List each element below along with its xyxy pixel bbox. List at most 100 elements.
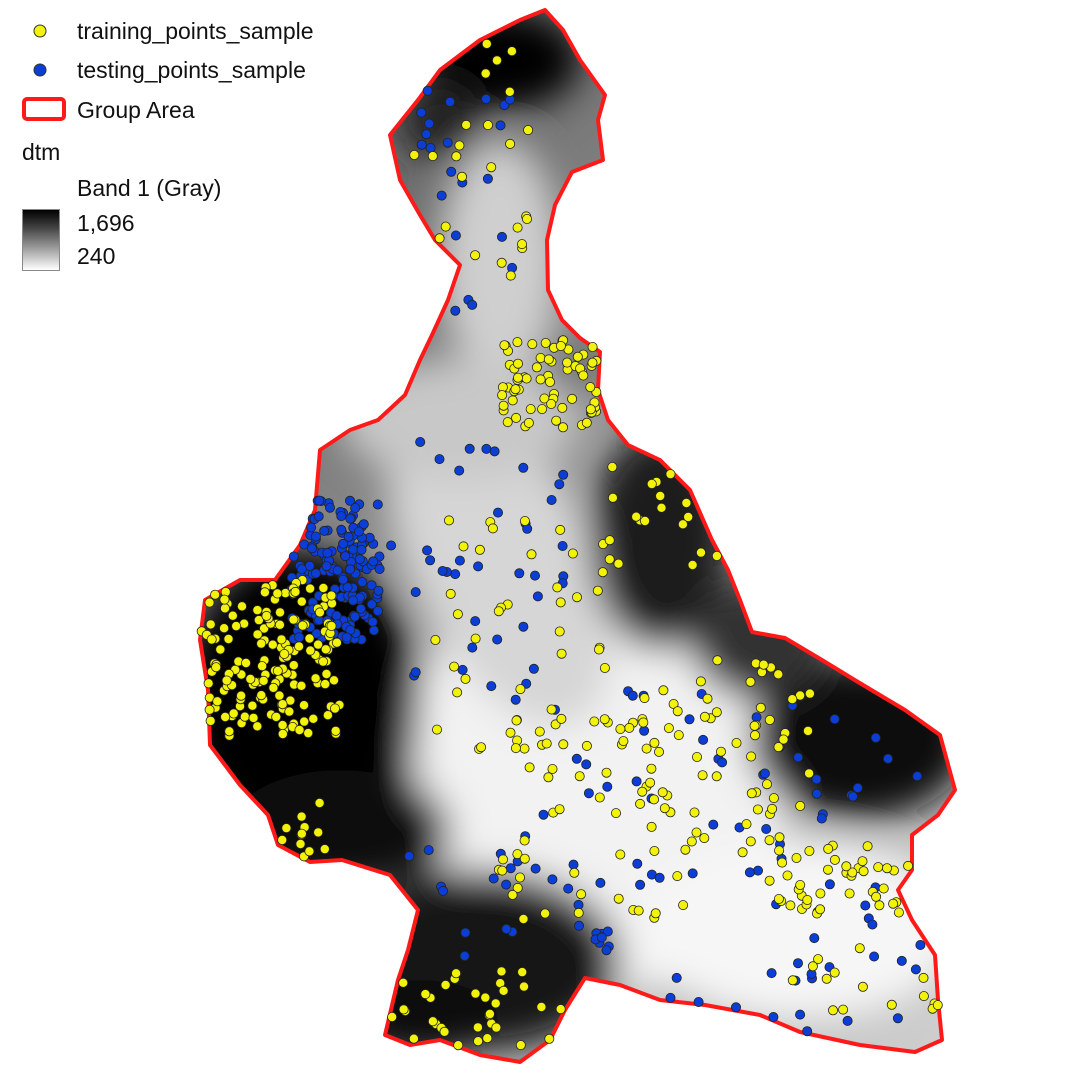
sample-point-marker — [538, 809, 549, 820]
sample-point-marker — [708, 819, 719, 830]
sample-point-marker — [515, 872, 526, 883]
sample-point-marker — [314, 495, 325, 506]
sample-point-marker — [557, 541, 568, 552]
sample-point-marker — [321, 669, 332, 680]
sample-point-marker — [439, 1026, 450, 1037]
sample-point-marker — [523, 125, 534, 136]
sample-point-marker — [267, 639, 278, 650]
sample-point-marker — [519, 516, 530, 527]
sample-point-marker — [354, 554, 365, 565]
sample-point-marker — [296, 564, 307, 575]
sample-point-marker — [753, 865, 764, 876]
sample-point-marker — [862, 841, 873, 852]
sample-point-marker — [632, 858, 643, 869]
sample-point-marker — [860, 900, 871, 911]
sample-point-marker — [277, 699, 288, 710]
sample-point-marker — [245, 674, 256, 685]
sample-point-marker — [299, 716, 310, 727]
sample-point-marker — [314, 607, 325, 618]
sample-point-marker — [517, 967, 528, 978]
sample-point-marker — [320, 644, 331, 655]
sample-point-marker — [551, 415, 562, 426]
sample-point-marker — [536, 1002, 547, 1013]
sample-point-marker — [804, 768, 815, 779]
sample-point-marker — [345, 513, 356, 524]
sample-point-marker — [541, 738, 552, 749]
sample-point-marker — [519, 853, 530, 864]
sample-point-marker — [502, 417, 513, 428]
sample-point-marker — [649, 737, 660, 748]
sample-point-marker — [857, 981, 868, 992]
sample-point-marker — [511, 412, 522, 423]
sample-point-marker — [532, 591, 543, 602]
sample-point-marker — [322, 710, 333, 721]
sample-point-marker — [236, 690, 247, 701]
sample-point-marker — [698, 734, 709, 745]
sample-point-marker — [686, 836, 697, 847]
sample-point-marker — [815, 888, 826, 899]
sample-point-marker — [755, 702, 766, 713]
sample-point-marker — [454, 140, 465, 151]
sample-point-marker — [296, 811, 307, 822]
sample-point-marker — [645, 777, 656, 788]
sample-point-marker — [874, 900, 885, 911]
sample-point-marker — [527, 339, 538, 350]
legend-dtm-layer-name: dtm — [22, 139, 61, 165]
sample-point-marker — [804, 846, 815, 857]
sample-point-marker — [572, 592, 583, 603]
sample-point-marker — [695, 676, 706, 687]
sample-point-marker — [496, 257, 507, 268]
sample-point-marker — [640, 516, 651, 527]
yellow-circle-marker-icon — [33, 24, 47, 38]
sample-point-marker — [888, 898, 899, 909]
sample-point-marker — [692, 752, 703, 763]
sample-point-marker — [823, 864, 834, 875]
sample-point-marker — [811, 774, 822, 785]
sample-point-marker — [507, 889, 518, 900]
sample-point-marker — [452, 609, 463, 620]
sample-point-marker — [778, 734, 789, 745]
sample-point-marker — [259, 587, 270, 598]
sample-point-marker — [295, 839, 306, 850]
sample-point-marker — [816, 813, 827, 824]
sample-point-marker — [296, 596, 307, 607]
sample-point-marker — [678, 900, 689, 911]
sample-point-marker — [274, 690, 285, 701]
sample-point-marker — [702, 693, 713, 704]
sample-point-marker — [457, 664, 468, 675]
sample-point-marker — [470, 616, 481, 627]
sample-point-marker — [731, 738, 742, 749]
sample-point-marker — [277, 729, 288, 740]
sample-point-marker — [745, 676, 756, 687]
sample-point-marker — [276, 634, 287, 645]
sample-point-marker — [795, 880, 806, 891]
sample-point-marker — [404, 851, 415, 862]
sample-point-marker — [373, 585, 384, 596]
sample-point-marker — [656, 502, 667, 513]
sample-point-marker — [221, 675, 232, 686]
sample-point-marker — [574, 920, 585, 931]
sample-point-marker — [290, 586, 301, 597]
sample-point-marker — [639, 693, 650, 704]
sample-point-marker — [886, 999, 897, 1010]
sample-point-marker — [829, 967, 840, 978]
sample-point-marker — [219, 623, 230, 634]
sample-point-marker — [491, 1022, 502, 1033]
sample-point-marker — [635, 879, 646, 890]
sample-point-marker — [572, 351, 583, 362]
sample-point-marker — [787, 975, 798, 986]
sample-point-marker — [330, 725, 341, 736]
sample-point-marker — [693, 997, 704, 1008]
sample-point-marker — [310, 531, 321, 542]
sample-point-marker — [505, 727, 516, 738]
sample-point-marker — [650, 908, 661, 919]
sample-point-marker — [511, 715, 522, 726]
sample-point-marker — [338, 538, 349, 549]
sample-point-marker — [358, 519, 369, 530]
sample-point-marker — [272, 665, 283, 676]
sample-point-marker — [607, 492, 618, 503]
sample-point-marker — [482, 1033, 493, 1044]
sample-point-marker — [481, 38, 492, 49]
sample-point-marker — [684, 714, 695, 725]
sample-point-marker — [306, 543, 317, 554]
